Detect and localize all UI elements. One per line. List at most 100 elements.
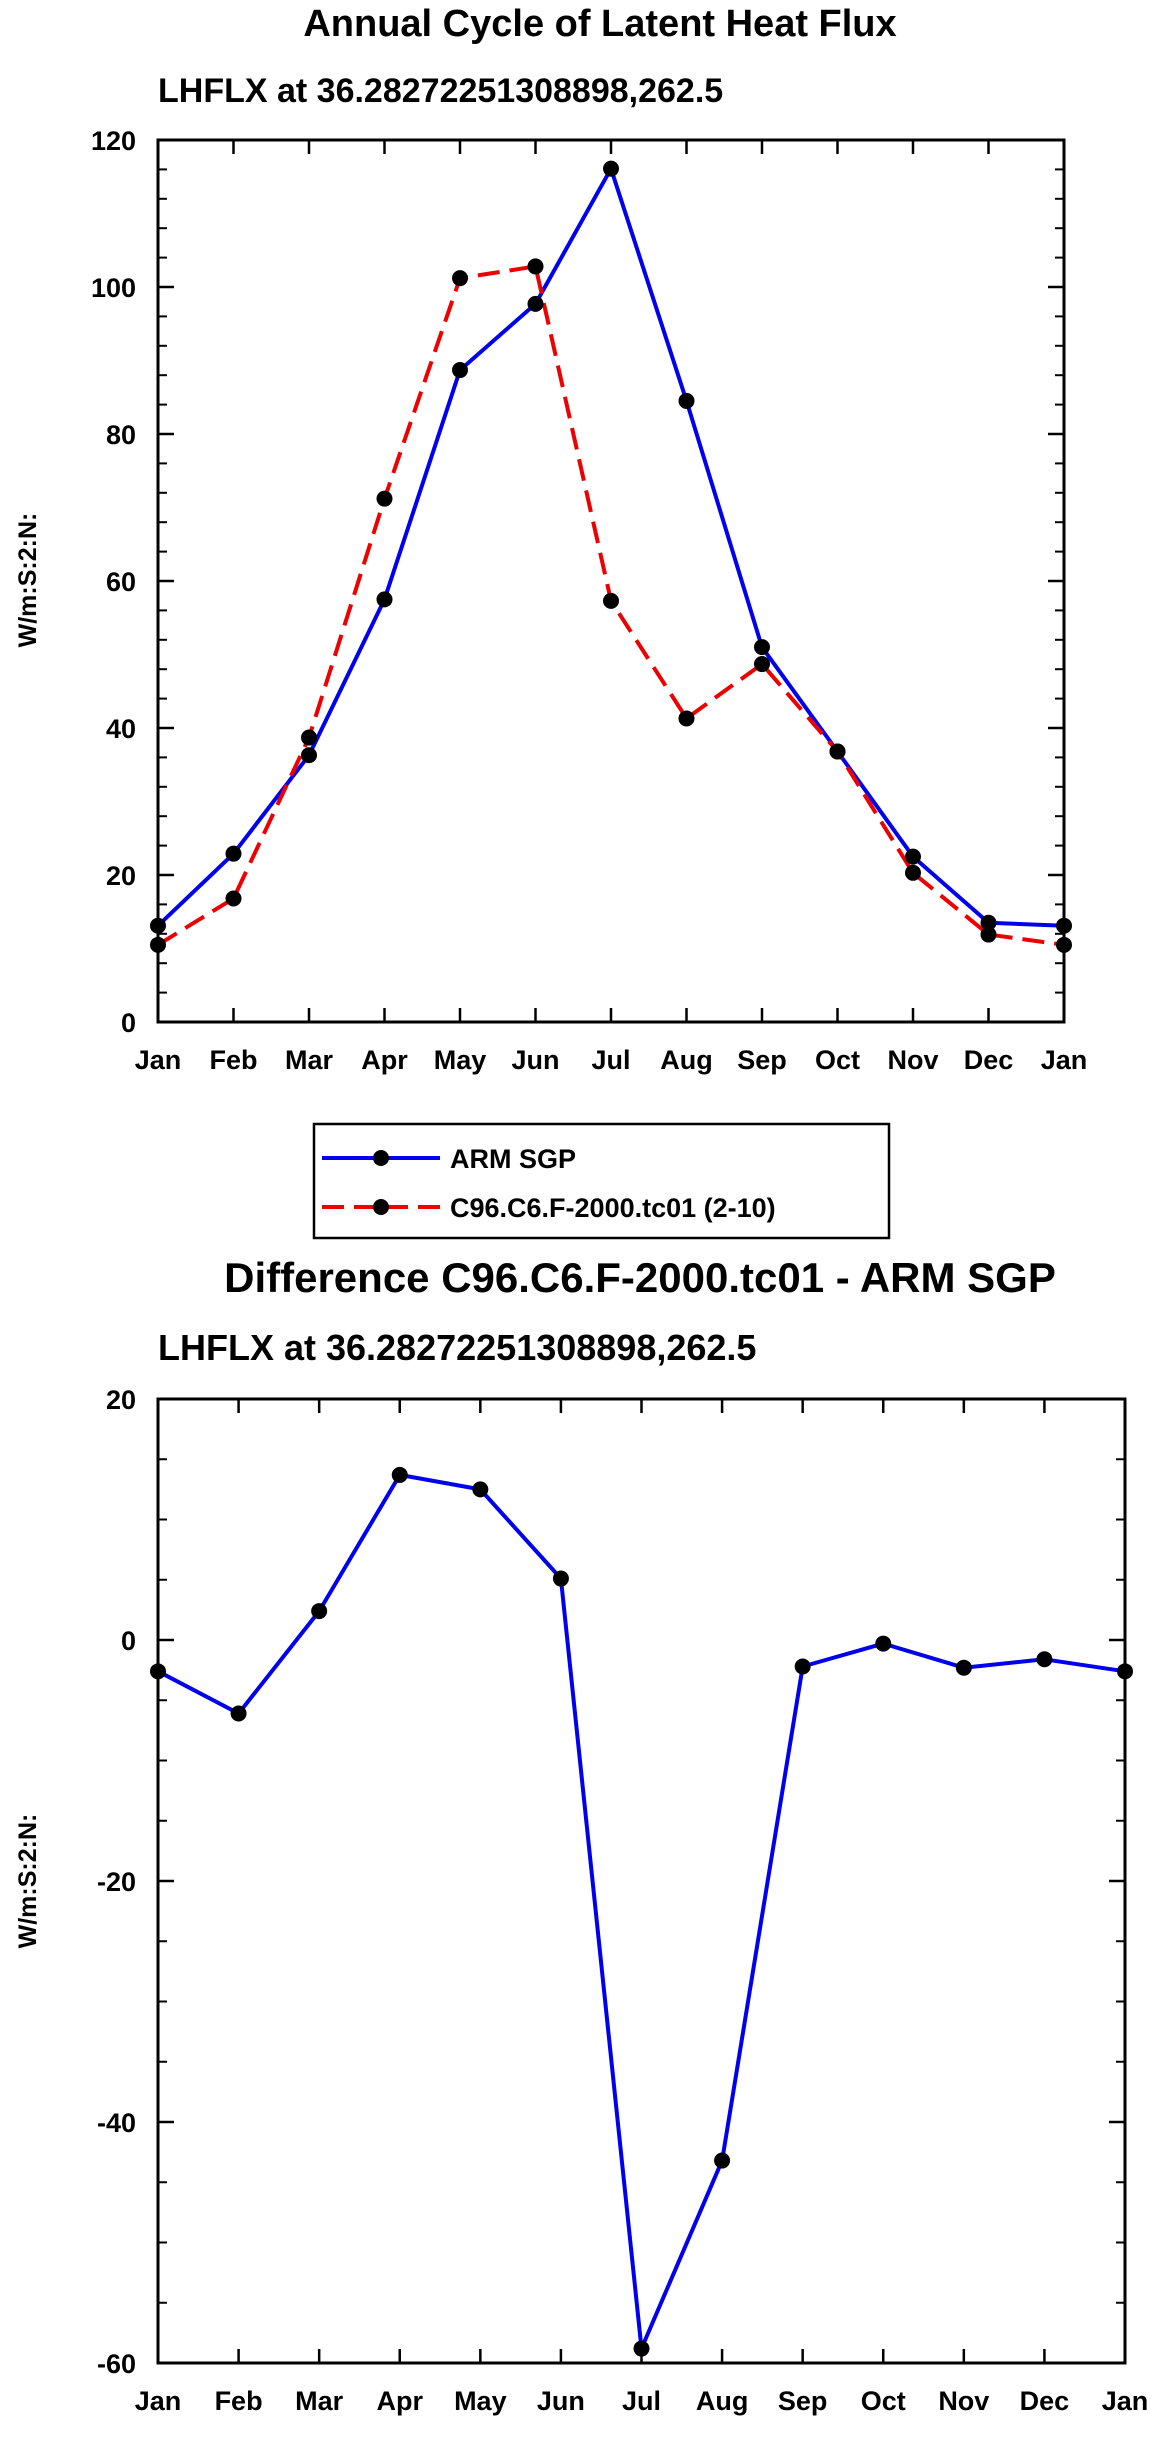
- x-tick-label: Nov: [938, 2386, 989, 2416]
- x-tick-label: Mar: [285, 1045, 334, 1075]
- latent-heat-annual-cycle-chart: Annual Cycle of Latent Heat Flux LHFLX a…: [14, 3, 1087, 1075]
- data-point: [311, 1603, 328, 1620]
- x-tick-label: Apr: [377, 2386, 424, 2416]
- data-point: [1036, 1651, 1053, 1668]
- x-tick-label: Jan: [135, 2386, 182, 2416]
- data-point: [794, 1658, 811, 1675]
- chart-subtitle: LHFLX at 36.28272251308898,262.5: [158, 1327, 756, 1368]
- x-tick-label: Nov: [887, 1045, 938, 1075]
- data-point: [301, 729, 317, 746]
- data-point: [527, 295, 544, 312]
- x-tick-label: Feb: [209, 1045, 257, 1075]
- data-point: [754, 639, 770, 656]
- data-point: [678, 392, 695, 409]
- x-tick-label: Jan: [135, 1045, 182, 1075]
- chart-title: Difference C96.C6.F-2000.tc01 - ARM SGP: [224, 1254, 1056, 1301]
- tick-labels: Jan Feb Mar Apr May Jun Jul Aug Sep Oct Nov Dec Jan 0…: [91, 126, 1087, 1075]
- legend-marker-arm-sgp: [373, 1150, 389, 1166]
- x-tick-label: Apr: [361, 1045, 408, 1075]
- y-tick-label: 0: [121, 1008, 136, 1038]
- x-tick-label: Sep: [778, 2386, 828, 2416]
- y-tick-label: 0: [121, 1626, 136, 1656]
- x-tick-label: Aug: [696, 2386, 748, 2416]
- data-point: [472, 1481, 489, 1498]
- x-tick-label: Aug: [660, 1045, 712, 1075]
- tick-marks: [156, 1397, 1127, 2365]
- data-point: [452, 362, 468, 379]
- y-tick-label: 80: [106, 420, 136, 450]
- series-markers: [150, 160, 1072, 953]
- data-point: [980, 914, 997, 931]
- x-tick-label: May: [434, 1045, 487, 1075]
- chart-title: Annual Cycle of Latent Heat Flux: [303, 3, 896, 45]
- x-tick-label: Sep: [737, 1045, 787, 1075]
- tick-labels: Jan Feb Mar Apr May Jun Jul Aug Sep Oct Nov Dec Jan -…: [97, 1385, 1148, 2416]
- data-point: [452, 270, 468, 287]
- x-tick-label: Jul: [591, 1045, 630, 1075]
- y-tick-label: 20: [106, 861, 136, 891]
- legend-entry-model: C96.C6.F-2000.tc01 (2-10): [322, 1193, 776, 1223]
- x-tick-label: Oct: [815, 1045, 860, 1075]
- data-point: [376, 591, 393, 608]
- y-tick-label: 100: [91, 273, 136, 303]
- legend: ARM SGP C96.C6.F-2000.tc01 (2-10): [312, 1122, 891, 1240]
- y-tick-label: 60: [106, 567, 136, 597]
- x-tick-label: May: [454, 2386, 507, 2416]
- legend-marker-model: [373, 1199, 389, 1215]
- legend-label-arm-sgp: ARM SGP: [450, 1144, 576, 1174]
- data-point: [301, 747, 317, 764]
- data-point: [603, 160, 619, 177]
- data-point: [1117, 1663, 1133, 1680]
- x-tick-label: Feb: [215, 2386, 263, 2416]
- y-axis-label: W/m:S:2:N:: [14, 1814, 42, 1949]
- x-tick-label: Jun: [537, 2386, 585, 2416]
- x-tick-label: Dec: [1020, 2386, 1070, 2416]
- x-tick-label: Jul: [622, 2386, 661, 2416]
- x-tick-label: Oct: [861, 2386, 906, 2416]
- data-point: [376, 490, 393, 507]
- data-point: [527, 258, 544, 275]
- data-point: [1056, 936, 1072, 953]
- data-point: [905, 864, 921, 881]
- y-tick-label: 120: [91, 126, 136, 156]
- y-axis-label: W/m:S:2:N:: [14, 513, 42, 648]
- data-point: [633, 2340, 650, 2357]
- x-tick-label: Dec: [964, 1045, 1014, 1075]
- x-tick-label: Mar: [295, 2386, 344, 2416]
- legend-entry-arm-sgp: ARM SGP: [322, 1144, 576, 1174]
- legend-box: [312, 1122, 891, 1240]
- legend-label-model: C96.C6.F-2000.tc01 (2-10): [450, 1193, 776, 1223]
- y-tick-label: 40: [106, 714, 136, 744]
- chart-subtitle: LHFLX at 36.28272251308898,262.5: [158, 72, 723, 110]
- data-point: [955, 1659, 972, 1676]
- data-point: [829, 743, 846, 760]
- series-line-0: [157, 1472, 1126, 2351]
- data-point: [150, 1663, 166, 1680]
- series-line-0: [156, 166, 1065, 928]
- data-point: [225, 845, 242, 862]
- plot-frame: [156, 138, 1066, 1024]
- data-point: [754, 656, 770, 673]
- difference-chart: Difference C96.C6.F-2000.tc01 - ARM SGP …: [14, 1254, 1148, 2416]
- y-tick-label: -60: [97, 2349, 136, 2379]
- y-tick-label: -40: [97, 2108, 136, 2138]
- x-tick-label: Jan: [1102, 2386, 1149, 2416]
- series-lines: [156, 166, 1065, 947]
- series-markers: [150, 1466, 1133, 2357]
- data-point: [1056, 917, 1072, 934]
- y-tick-label: 20: [106, 1385, 136, 1415]
- data-point: [230, 1705, 247, 1722]
- tick-marks: [156, 138, 1066, 1024]
- data-point: [875, 1635, 892, 1652]
- series-lines: [157, 1472, 1126, 2351]
- axes-frame: [156, 138, 1066, 1024]
- data-point: [714, 2152, 731, 2169]
- data-point: [552, 1570, 569, 1587]
- data-point: [150, 936, 166, 953]
- x-tick-label: Jun: [511, 1045, 559, 1075]
- data-point: [905, 848, 921, 865]
- plot-frame: [156, 1397, 1127, 2365]
- y-tick-label: -20: [97, 1867, 136, 1897]
- x-tick-label: Jan: [1041, 1045, 1088, 1075]
